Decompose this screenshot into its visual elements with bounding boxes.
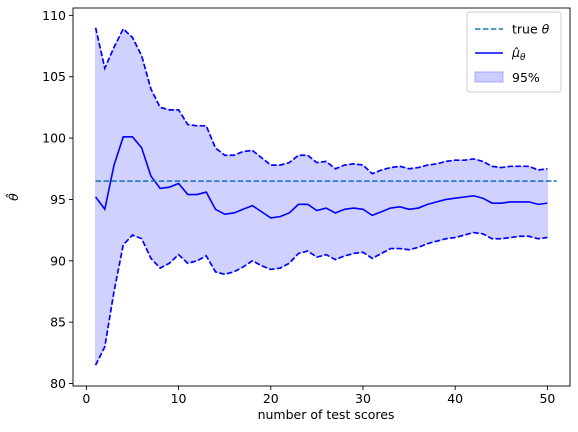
y-tick-label: 100 [42,131,66,146]
legend: true θ μ̂θ 95% [466,11,562,93]
y-tick-label: 85 [50,315,66,330]
y-tick-label: 95 [50,192,66,207]
y-tick-label: 80 [50,376,66,391]
x-tick-label: 0 [82,391,90,406]
y-tick-label: 110 [42,8,66,23]
x-tick-label: 40 [447,391,463,406]
x-tick-label: 10 [171,391,187,406]
y-tick-label: 90 [50,253,66,268]
axes-frame [72,7,571,387]
x-tick-label: 50 [539,391,555,406]
axes: 0 10 20 30 40 50 80 85 90 95 100 105 110 [42,7,571,406]
x-tick-label: 30 [355,391,371,406]
estimate-line [94,136,548,219]
y-tick-label: 105 [42,69,66,84]
legend-true-theta-label: true θ [512,22,550,37]
legend-band-swatch [474,71,504,83]
x-axis-label: number of test scores [258,407,395,422]
y-axis-label: θ̂ [5,193,21,201]
lower-bound-line [94,231,548,366]
x-tick-label: 20 [263,391,279,406]
legend-band-label: 95% [512,70,540,85]
upper-bound-line [94,27,548,175]
plot-area [94,27,557,366]
